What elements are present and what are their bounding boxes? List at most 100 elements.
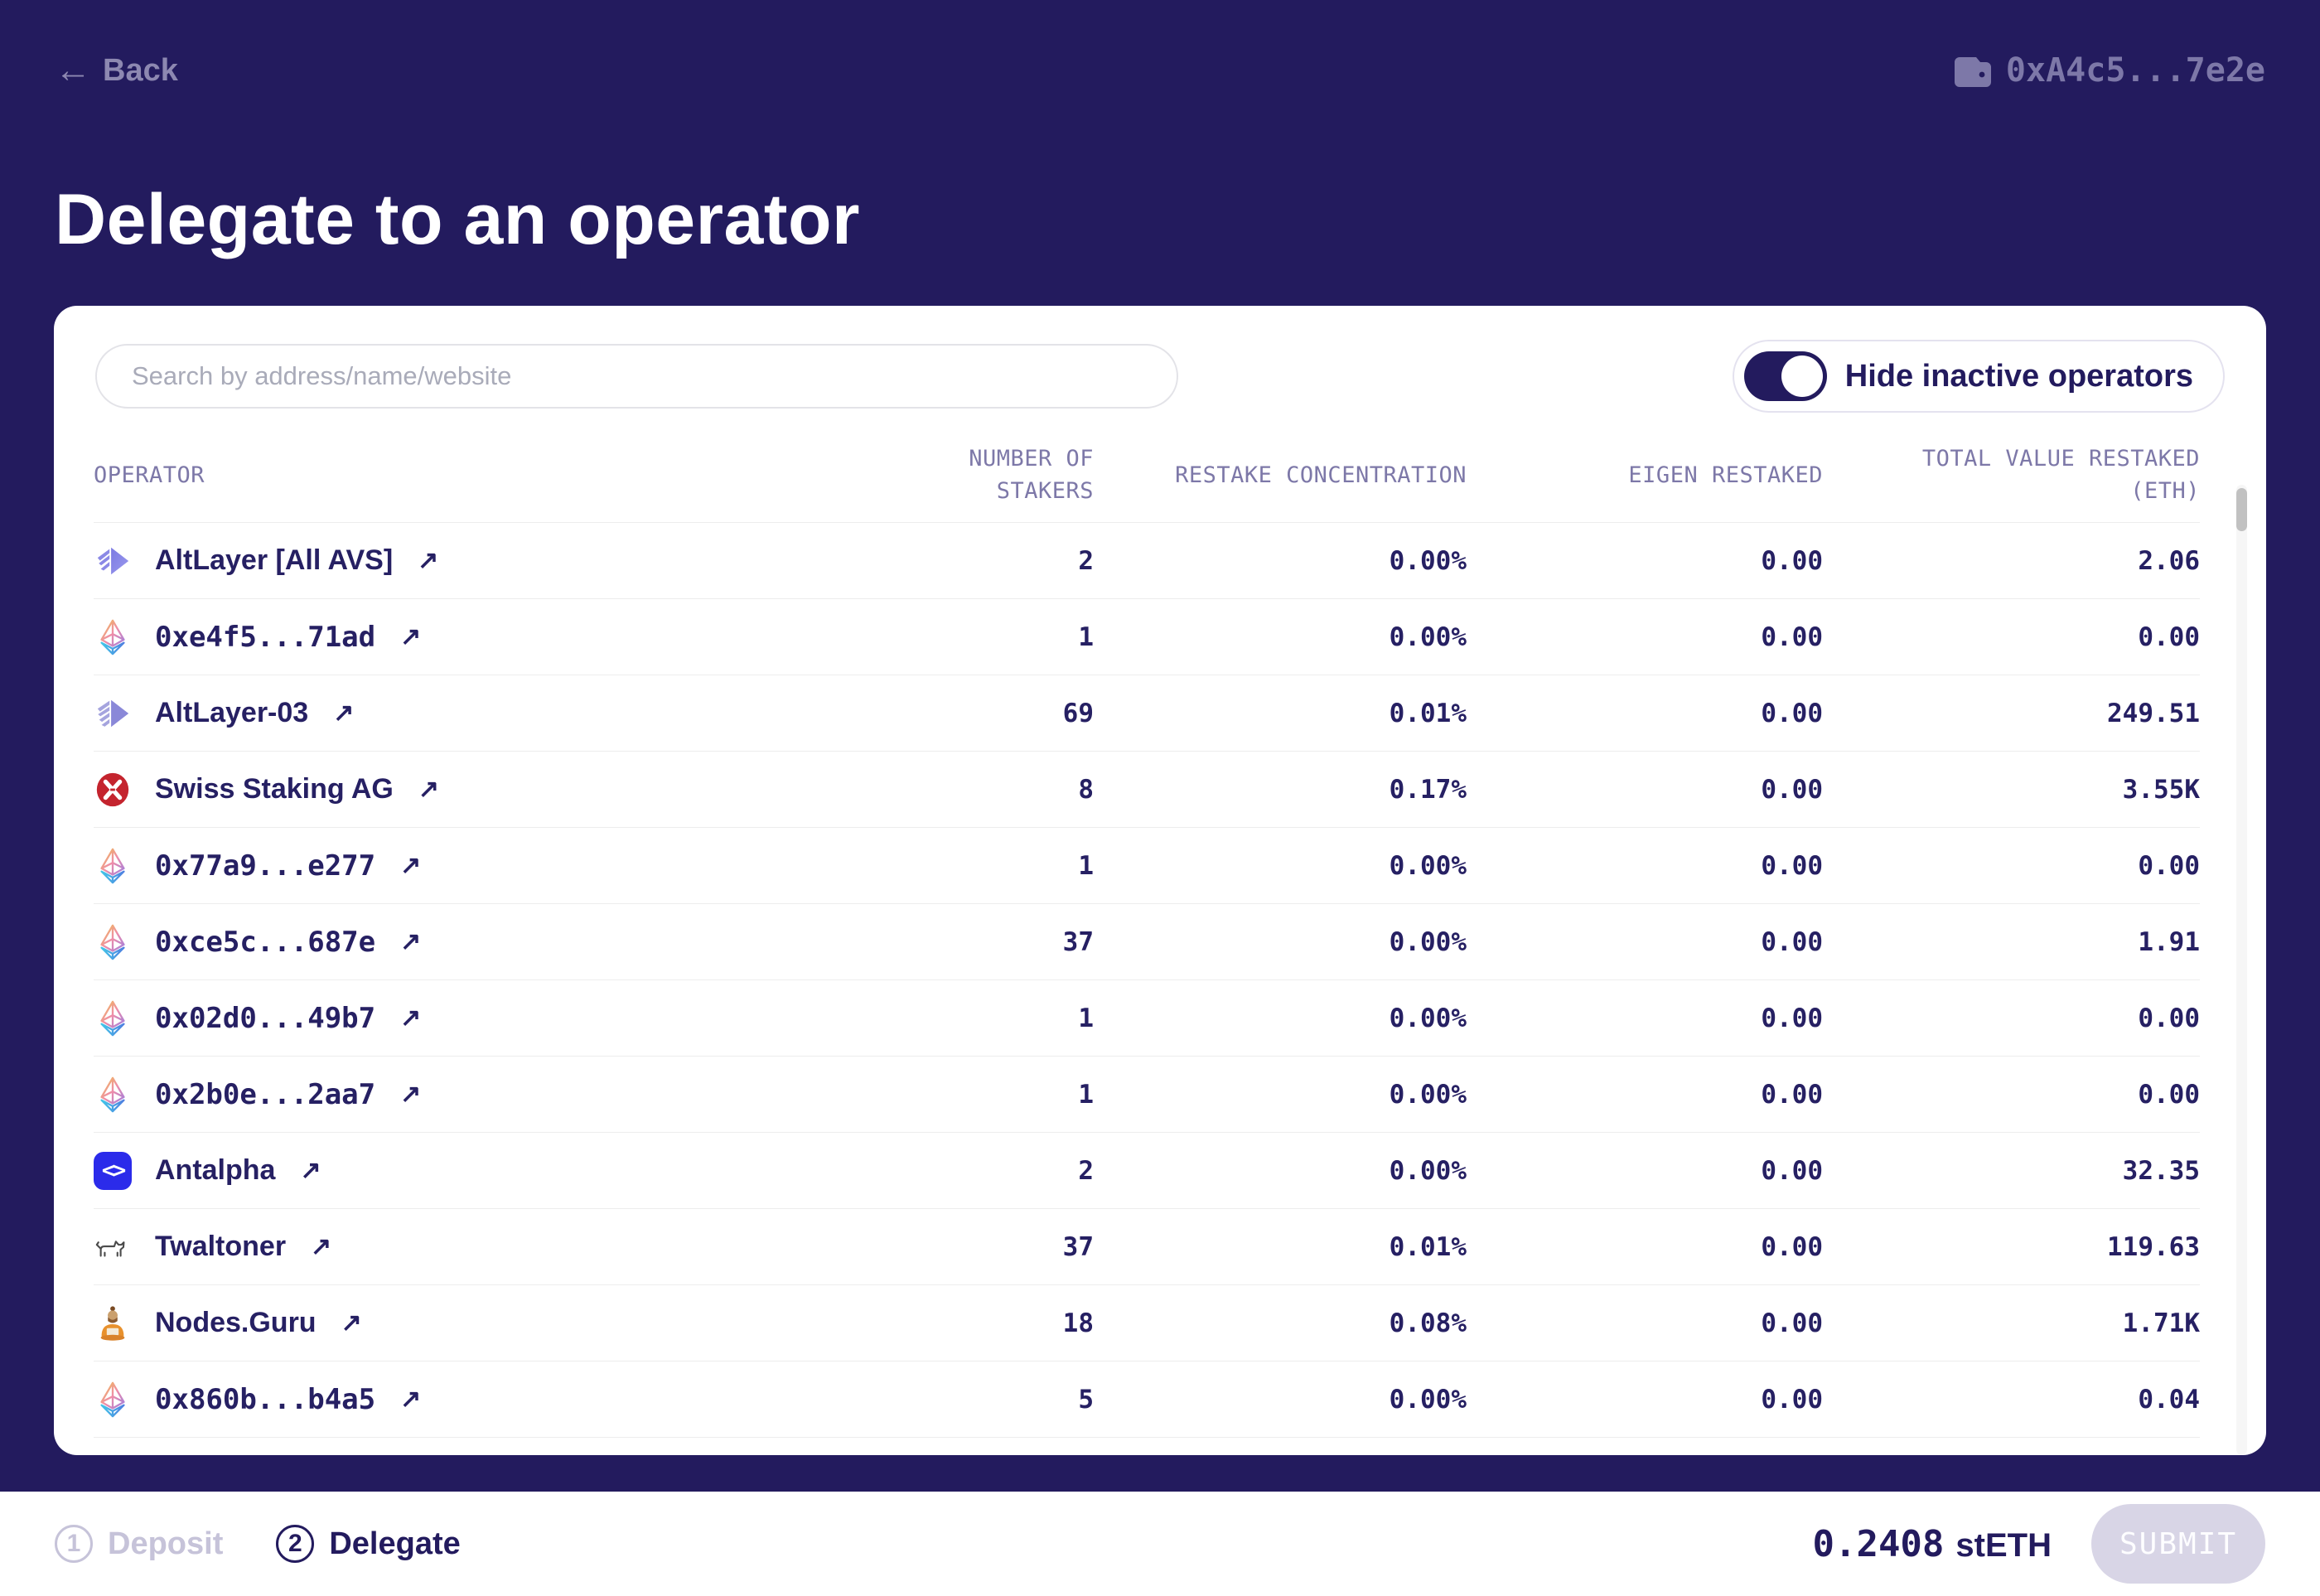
operator-name[interactable]: 0xce5c...687e bbox=[155, 925, 376, 959]
step-delegate[interactable]: 2 Delegate bbox=[276, 1525, 461, 1563]
back-button[interactable]: ← Back bbox=[55, 52, 178, 89]
search-input[interactable] bbox=[95, 344, 1178, 409]
stakers-value: 18 bbox=[1062, 1308, 1094, 1338]
operator-name[interactable]: 0x2b0e...2aa7 bbox=[155, 1077, 376, 1111]
total-value: 0.00 bbox=[2138, 850, 2200, 881]
table-row[interactable]: 0x2b0e...2aa7 ↗ 1 0.00% 0.00 0.00 bbox=[94, 1057, 2200, 1134]
table-row[interactable]: 0xce5c...687e ↗ 37 0.00% 0.00 1.91 bbox=[94, 904, 2200, 981]
operator-name[interactable]: Swiss Staking AG bbox=[155, 773, 394, 805]
total-value: 3.55K bbox=[2122, 774, 2200, 805]
scrollbar-thumb[interactable] bbox=[2236, 488, 2247, 531]
table-header: OPERATOR NUMBER OF STAKERS RESTAKE CONCE… bbox=[54, 413, 2266, 522]
eth-icon bbox=[94, 847, 132, 885]
operator-name[interactable]: 0x77a9...e277 bbox=[155, 849, 376, 883]
hide-inactive-toggle[interactable]: Hide inactive operators bbox=[1732, 340, 2225, 413]
external-link-icon[interactable]: ↗ bbox=[418, 776, 439, 804]
scrollbar-track[interactable] bbox=[2236, 485, 2247, 1455]
table-row[interactable]: Swiss Staking AG ↗ 8 0.17% 0.00 3.55K bbox=[94, 752, 2200, 829]
eth-icon bbox=[94, 999, 132, 1037]
altlayer3-icon bbox=[94, 694, 132, 733]
toggle-label: Hide inactive operators bbox=[1844, 358, 2193, 394]
col-total: TOTAL VALUE RESTAKED (ETH) bbox=[1921, 446, 2200, 505]
concentration-value: 0.00% bbox=[1389, 926, 1467, 957]
operator-name[interactable]: Twaltoner bbox=[155, 1231, 287, 1263]
external-link-icon[interactable]: ↗ bbox=[400, 623, 422, 651]
total-value: 0.00 bbox=[2138, 1003, 2200, 1033]
total-value: 32.35 bbox=[2122, 1155, 2200, 1186]
operator-name[interactable]: 0x02d0...49b7 bbox=[155, 1001, 376, 1035]
total-value: 0.00 bbox=[2138, 621, 2200, 652]
total-value: 2.06 bbox=[2138, 545, 2200, 576]
external-link-icon[interactable]: ↗ bbox=[400, 852, 422, 880]
total-value: 0.04 bbox=[2138, 1384, 2200, 1415]
operator-name[interactable]: AltLayer-03 bbox=[155, 697, 309, 729]
wallet-chip[interactable]: 0xA4c5...7e2e bbox=[1954, 51, 2265, 89]
concentration-value: 0.00% bbox=[1389, 1079, 1467, 1110]
amount-unit: stETH bbox=[1955, 1526, 2052, 1564]
table-row[interactable]: 0x02d0...49b7 ↗ 1 0.00% 0.00 0.00 bbox=[94, 980, 2200, 1057]
eth-icon bbox=[94, 618, 132, 656]
operator-name[interactable]: AltLayer [All AVS] bbox=[155, 544, 394, 577]
table-row[interactable]: AltLayer-03 ↗ 69 0.01% 0.00 249.51 bbox=[94, 675, 2200, 752]
operator-name[interactable]: 0xe4f5...71ad bbox=[155, 620, 376, 654]
operator-name[interactable]: Antalpha bbox=[155, 1154, 276, 1187]
total-value: 249.51 bbox=[2107, 698, 2200, 728]
table-row[interactable]: Twaltoner ↗ 37 0.01% 0.00 119.63 bbox=[94, 1209, 2200, 1286]
amount-value: 0.2408 bbox=[1812, 1522, 1945, 1565]
table-row[interactable]: itami ↗ 1 0.00% 0.00 12.49 bbox=[94, 1438, 2200, 1455]
table-row[interactable]: 0x77a9...e277 ↗ 1 0.00% 0.00 0.00 bbox=[94, 828, 2200, 905]
stakers-value: 5 bbox=[1078, 1384, 1094, 1415]
operator-name[interactable]: 0x860b...b4a5 bbox=[155, 1382, 376, 1416]
table-row[interactable]: 0xe4f5...71ad ↗ 1 0.00% 0.00 0.00 bbox=[94, 599, 2200, 676]
external-link-icon[interactable]: ↗ bbox=[400, 928, 422, 956]
table-row[interactable]: AltLayer [All AVS] ↗ 2 0.00% 0.00 2.06 bbox=[94, 523, 2200, 600]
wizard-steps: 1 Deposit 2 Delegate bbox=[55, 1525, 461, 1563]
eth-icon bbox=[94, 1076, 132, 1114]
concentration-value: 0.17% bbox=[1389, 774, 1467, 805]
eigen-value: 0.00 bbox=[1761, 774, 1823, 805]
total-value: 1.91 bbox=[2138, 926, 2200, 957]
eigen-value: 0.00 bbox=[1761, 1155, 1823, 1186]
external-link-icon[interactable]: ↗ bbox=[311, 1233, 332, 1261]
col-eigen: EIGEN RESTAKED bbox=[1628, 462, 1823, 488]
total-value: 1.71K bbox=[2122, 1308, 2200, 1338]
delegation-amount: 0.2408 stETH bbox=[1812, 1523, 2052, 1565]
step-deposit[interactable]: 1 Deposit bbox=[55, 1525, 223, 1563]
table-row[interactable]: <> Antalpha ↗ 2 0.00% 0.00 32.35 bbox=[94, 1133, 2200, 1210]
eth-icon bbox=[94, 1381, 132, 1419]
stakers-value: 2 bbox=[1078, 1155, 1094, 1186]
external-link-icon[interactable]: ↗ bbox=[300, 1157, 321, 1185]
concentration-value: 0.00% bbox=[1389, 1155, 1467, 1186]
operator-card: Hide inactive operators OPERATOR NUMBER … bbox=[54, 306, 2266, 1455]
eth-icon bbox=[94, 923, 132, 961]
operator-name[interactable]: Nodes.Guru bbox=[155, 1307, 317, 1339]
eigen-value: 0.00 bbox=[1761, 545, 1823, 576]
external-link-icon[interactable]: ↗ bbox=[400, 1081, 422, 1109]
table-row[interactable]: Nodes.Guru ↗ 18 0.08% 0.00 1.71K bbox=[94, 1285, 2200, 1362]
concentration-value: 0.00% bbox=[1389, 1003, 1467, 1033]
concentration-value: 0.00% bbox=[1389, 1384, 1467, 1415]
eigen-value: 0.00 bbox=[1761, 1308, 1823, 1338]
guru-icon bbox=[94, 1304, 132, 1342]
step-number: 2 bbox=[276, 1525, 315, 1563]
top-bar: ← Back 0xA4c5...7e2e bbox=[0, 0, 2320, 89]
concentration-value: 0.00% bbox=[1389, 545, 1467, 576]
external-link-icon[interactable]: ↗ bbox=[400, 1004, 422, 1033]
eigen-value: 0.00 bbox=[1761, 1231, 1823, 1262]
external-link-icon[interactable]: ↗ bbox=[341, 1309, 362, 1337]
footer-bar: 1 Deposit 2 Delegate 0.2408 stETH SUBMIT bbox=[0, 1492, 2320, 1596]
external-link-icon[interactable]: ↗ bbox=[400, 1386, 422, 1414]
submit-button[interactable]: SUBMIT bbox=[2091, 1504, 2265, 1584]
external-link-icon[interactable]: ↗ bbox=[418, 547, 439, 575]
stakers-value: 37 bbox=[1062, 1231, 1094, 1262]
toggle-switch-icon[interactable] bbox=[1743, 351, 1827, 401]
eigen-value: 0.00 bbox=[1761, 1003, 1823, 1033]
stakers-value: 69 bbox=[1062, 698, 1094, 728]
total-value: 0.00 bbox=[2138, 1079, 2200, 1110]
col-stakers: NUMBER OF STAKERS bbox=[969, 446, 1094, 505]
table-row[interactable]: 0x860b...b4a5 ↗ 5 0.00% 0.00 0.04 bbox=[94, 1361, 2200, 1439]
stakers-value: 8 bbox=[1078, 774, 1094, 805]
stakers-value: 37 bbox=[1062, 926, 1094, 957]
external-link-icon[interactable]: ↗ bbox=[333, 699, 355, 728]
back-label: Back bbox=[103, 52, 178, 88]
